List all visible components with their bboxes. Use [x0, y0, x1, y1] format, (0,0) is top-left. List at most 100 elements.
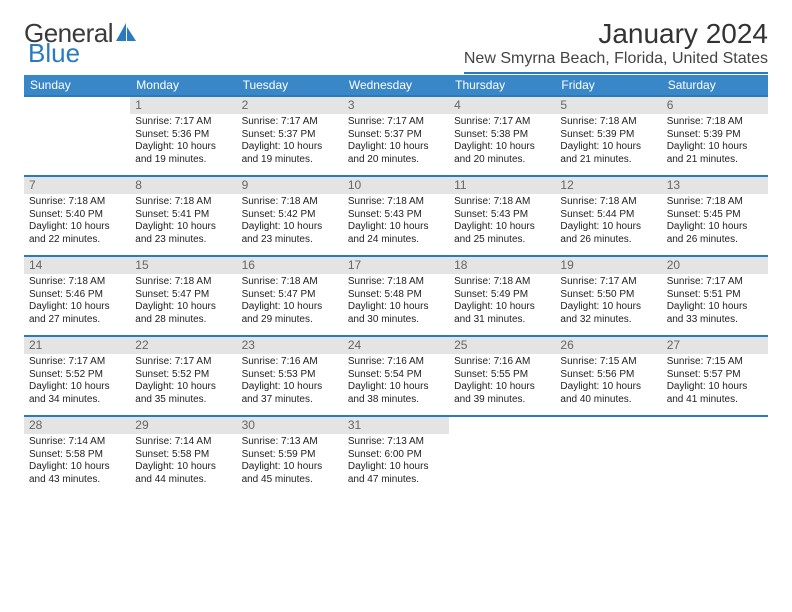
week-row: 28Sunrise: 7:14 AMSunset: 5:58 PMDayligh… — [24, 415, 768, 495]
daylight-text: and 19 minutes. — [242, 154, 338, 167]
daylight-text: Daylight: 10 hours — [667, 301, 763, 314]
sunset-text: Sunset: 5:59 PM — [242, 449, 338, 462]
sunset-text: Sunset: 5:41 PM — [135, 209, 231, 222]
day-body: Sunrise: 7:18 AMSunset: 5:44 PMDaylight:… — [555, 194, 661, 250]
weekday-header: Monday — [130, 75, 236, 95]
day-number: 3 — [343, 97, 449, 114]
daylight-text: and 37 minutes. — [242, 394, 338, 407]
daylight-text: and 26 minutes. — [667, 234, 763, 247]
day-cell: 19Sunrise: 7:17 AMSunset: 5:50 PMDayligh… — [555, 257, 661, 335]
sunrise-text: Sunrise: 7:17 AM — [348, 116, 444, 129]
title-block: January 2024 New Smyrna Beach, Florida, … — [464, 18, 768, 74]
daylight-text: and 31 minutes. — [454, 314, 550, 327]
sunset-text: Sunset: 5:40 PM — [29, 209, 125, 222]
daylight-text: Daylight: 10 hours — [454, 381, 550, 394]
day-body: Sunrise: 7:18 AMSunset: 5:39 PMDaylight:… — [555, 114, 661, 170]
sunrise-text: Sunrise: 7:17 AM — [135, 356, 231, 369]
day-number: 12 — [555, 177, 661, 194]
day-body: Sunrise: 7:18 AMSunset: 5:41 PMDaylight:… — [130, 194, 236, 250]
daylight-text: and 44 minutes. — [135, 474, 231, 487]
location-text: New Smyrna Beach, Florida, United States — [464, 50, 768, 74]
week-row: 21Sunrise: 7:17 AMSunset: 5:52 PMDayligh… — [24, 335, 768, 415]
day-number: 7 — [24, 177, 130, 194]
day-body: Sunrise: 7:18 AMSunset: 5:39 PMDaylight:… — [662, 114, 768, 170]
daylight-text: Daylight: 10 hours — [242, 141, 338, 154]
daylight-text: and 24 minutes. — [348, 234, 444, 247]
day-cell: 8Sunrise: 7:18 AMSunset: 5:41 PMDaylight… — [130, 177, 236, 255]
day-cell: 9 Sunrise: 7:18 AMSunset: 5:42 PMDaylight… — [237, 177, 343, 255]
day-body: Sunrise: 7:18 AMSunset: 5:45 PMDaylight:… — [662, 194, 768, 250]
daylight-text: and 38 minutes. — [348, 394, 444, 407]
daylight-text: Daylight: 10 hours — [29, 461, 125, 474]
day-cell: 24Sunrise: 7:16 AMSunset: 5:54 PMDayligh… — [343, 337, 449, 415]
day-cell: .. — [662, 417, 768, 495]
day-body: Sunrise: 7:18 AMSunset: 5:43 PMDaylight:… — [343, 194, 449, 250]
day-number: 1 — [130, 97, 236, 114]
daylight-text: Daylight: 10 hours — [560, 381, 656, 394]
day-cell: 30Sunrise: 7:13 AMSunset: 5:59 PMDayligh… — [237, 417, 343, 495]
day-number: 28 — [24, 417, 130, 434]
daylight-text: Daylight: 10 hours — [348, 301, 444, 314]
day-number: 13 — [662, 177, 768, 194]
daylight-text: Daylight: 10 hours — [29, 301, 125, 314]
sunrise-text: Sunrise: 7:18 AM — [560, 116, 656, 129]
sunrise-text: Sunrise: 7:18 AM — [242, 196, 338, 209]
day-number: 6 — [662, 97, 768, 114]
weekday-header: Saturday — [662, 75, 768, 95]
sunrise-text: Sunrise: 7:18 AM — [667, 116, 763, 129]
sunrise-text: Sunrise: 7:17 AM — [135, 116, 231, 129]
sunset-text: Sunset: 5:51 PM — [667, 289, 763, 302]
day-number: 9 — [237, 177, 343, 194]
day-cell: 27Sunrise: 7:15 AMSunset: 5:57 PMDayligh… — [662, 337, 768, 415]
day-number: 10 — [343, 177, 449, 194]
sunrise-text: Sunrise: 7:18 AM — [135, 276, 231, 289]
day-body: Sunrise: 7:17 AMSunset: 5:37 PMDaylight:… — [343, 114, 449, 170]
daylight-text: and 39 minutes. — [454, 394, 550, 407]
day-cell: 3Sunrise: 7:17 AMSunset: 5:37 PMDaylight… — [343, 97, 449, 175]
sunrise-text: Sunrise: 7:14 AM — [135, 436, 231, 449]
daylight-text: and 47 minutes. — [348, 474, 444, 487]
day-cell: .. — [555, 417, 661, 495]
sunset-text: Sunset: 5:47 PM — [242, 289, 338, 302]
sunrise-text: Sunrise: 7:13 AM — [348, 436, 444, 449]
sunset-text: Sunset: 5:48 PM — [348, 289, 444, 302]
day-body: Sunrise: 7:13 AMSunset: 6:00 PMDaylight:… — [343, 434, 449, 490]
daylight-text: and 29 minutes. — [242, 314, 338, 327]
day-body: Sunrise: 7:18 AMSunset: 5:46 PMDaylight:… — [24, 274, 130, 330]
day-cell: 22Sunrise: 7:17 AMSunset: 5:52 PMDayligh… — [130, 337, 236, 415]
sunset-text: Sunset: 5:46 PM — [29, 289, 125, 302]
sunrise-text: Sunrise: 7:18 AM — [135, 196, 231, 209]
day-body: Sunrise: 7:14 AMSunset: 5:58 PMDaylight:… — [130, 434, 236, 490]
daylight-text: and 25 minutes. — [454, 234, 550, 247]
day-number: 18 — [449, 257, 555, 274]
week-row: 14Sunrise: 7:18 AMSunset: 5:46 PMDayligh… — [24, 255, 768, 335]
sunset-text: Sunset: 5:45 PM — [667, 209, 763, 222]
daylight-text: Daylight: 10 hours — [348, 381, 444, 394]
day-body: Sunrise: 7:17 AMSunset: 5:52 PMDaylight:… — [130, 354, 236, 410]
daylight-text: and 35 minutes. — [135, 394, 231, 407]
day-number: 11 — [449, 177, 555, 194]
weeks-container: ..1Sunrise: 7:17 AMSunset: 5:36 PMDaylig… — [24, 95, 768, 495]
sunset-text: Sunset: 5:43 PM — [454, 209, 550, 222]
day-cell: 16Sunrise: 7:18 AMSunset: 5:47 PMDayligh… — [237, 257, 343, 335]
daylight-text: and 30 minutes. — [348, 314, 444, 327]
day-body: Sunrise: 7:17 AMSunset: 5:52 PMDaylight:… — [24, 354, 130, 410]
day-number: 5 — [555, 97, 661, 114]
day-cell: 12Sunrise: 7:18 AMSunset: 5:44 PMDayligh… — [555, 177, 661, 255]
day-cell: 7Sunrise: 7:18 AMSunset: 5:40 PMDaylight… — [24, 177, 130, 255]
sunset-text: Sunset: 5:53 PM — [242, 369, 338, 382]
day-number: 4 — [449, 97, 555, 114]
day-cell: 25Sunrise: 7:16 AMSunset: 5:55 PMDayligh… — [449, 337, 555, 415]
sunset-text: Sunset: 5:47 PM — [135, 289, 231, 302]
daylight-text: Daylight: 10 hours — [242, 221, 338, 234]
daylight-text: Daylight: 10 hours — [135, 301, 231, 314]
daylight-text: Daylight: 10 hours — [242, 381, 338, 394]
daylight-text: Daylight: 10 hours — [29, 221, 125, 234]
sunset-text: Sunset: 5:57 PM — [667, 369, 763, 382]
sunset-text: Sunset: 5:52 PM — [29, 369, 125, 382]
day-body: Sunrise: 7:16 AMSunset: 5:54 PMDaylight:… — [343, 354, 449, 410]
day-number: 2 — [237, 97, 343, 114]
sunset-text: Sunset: 5:42 PM — [242, 209, 338, 222]
month-title: January 2024 — [464, 18, 768, 50]
daylight-text: and 20 minutes. — [454, 154, 550, 167]
